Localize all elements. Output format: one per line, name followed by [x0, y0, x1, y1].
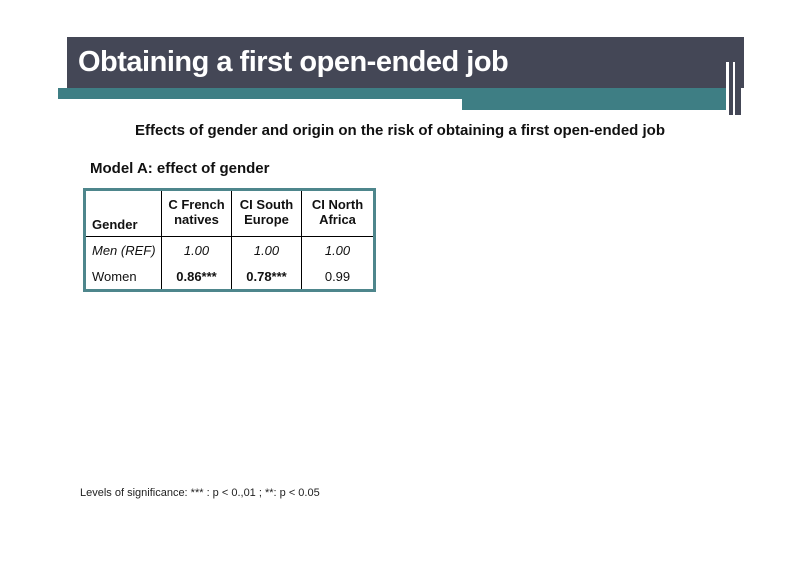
row-label-men: Men (REF): [86, 237, 162, 263]
value-women-north-africa: 0.99: [324, 268, 351, 284]
column-header-french-natives: C French natives: [162, 191, 232, 237]
slide-title: Obtaining a first open-ended job: [78, 46, 509, 78]
column-header-south-europe: CI South Europe: [232, 191, 302, 237]
results-table: Gender C French natives CI South Europe …: [83, 188, 376, 292]
column-header-gender: Gender: [86, 191, 162, 237]
stripe-white: [733, 62, 735, 115]
value-women-french-natives: 0.86***: [162, 263, 232, 289]
teal-accent-bar: [58, 88, 739, 99]
value-women-south-europe: 0.78***: [232, 263, 302, 289]
stripe-dark: [735, 62, 741, 115]
decorative-stripes: [726, 62, 741, 115]
stripe-white: [726, 62, 729, 115]
value-men-south-europe: 1.00: [232, 237, 302, 263]
value-men-north-africa: 1.00: [324, 242, 351, 258]
row-label-women: Women: [86, 263, 162, 289]
slide-subtitle: Effects of gender and origin on the risk…: [134, 122, 666, 139]
results-table-grid: Gender C French natives CI South Europe …: [86, 191, 373, 289]
model-a-label: Model A: effect of gender: [90, 160, 270, 177]
significance-footnote: Levels of significance: *** : p < 0.,01 …: [80, 487, 320, 499]
title-banner: Obtaining a first open-ended job: [67, 37, 744, 88]
stripe-dark: [729, 62, 733, 115]
column-header-north-africa: CI North Africa: [302, 191, 373, 237]
teal-accent-bar-step: [462, 99, 739, 110]
value-men-french-natives: 1.00: [162, 237, 232, 263]
